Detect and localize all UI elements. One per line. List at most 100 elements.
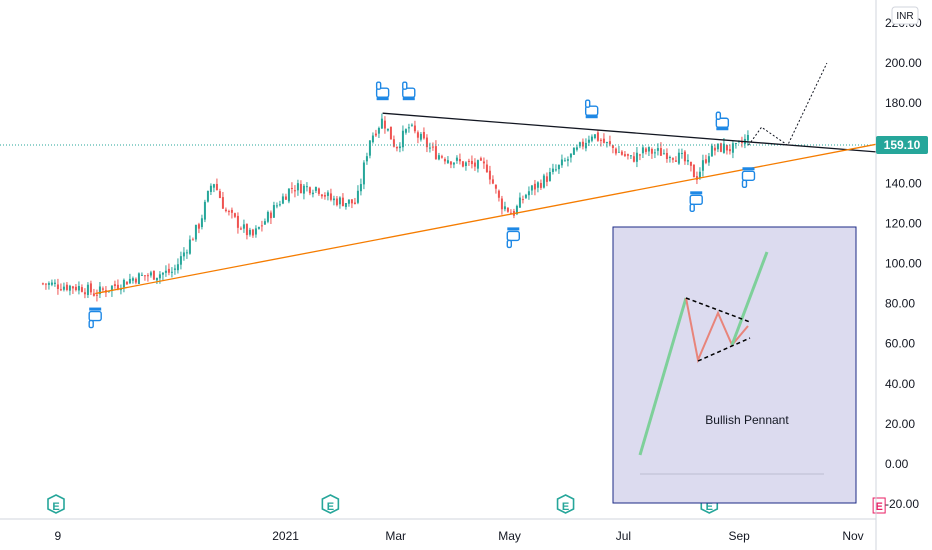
earnings-marker-icon[interactable]: E	[872, 497, 886, 514]
candle-body	[308, 187, 311, 194]
earnings-marker-icon[interactable]: E	[321, 494, 340, 514]
candle-body	[398, 146, 401, 149]
inset-lower-boundary	[697, 337, 751, 362]
candle-body	[365, 156, 368, 162]
projection-path[interactable]	[748, 62, 828, 146]
candle-body	[431, 146, 434, 148]
candle-body	[380, 118, 383, 129]
candle-body	[251, 229, 254, 236]
candle-body	[230, 209, 233, 213]
y-tick-label: 0.00	[885, 457, 909, 471]
candle-body	[167, 268, 170, 273]
candle-body	[395, 146, 398, 149]
currency-badge[interactable]: INR	[891, 6, 919, 25]
hand-down-icon[interactable]	[88, 307, 102, 329]
candle-body	[476, 160, 479, 169]
candle-body	[56, 284, 59, 289]
candle-body	[473, 162, 476, 167]
candle-body	[155, 277, 158, 281]
candle-body	[644, 148, 647, 152]
candle-body	[581, 141, 584, 147]
candle-body	[284, 196, 287, 200]
hand-down-icon[interactable]	[741, 167, 756, 188]
candle-body	[197, 224, 200, 229]
candle-body	[218, 191, 221, 199]
candle-body	[74, 286, 77, 291]
candle-body	[203, 201, 206, 220]
candle-body	[401, 130, 404, 148]
candle-body	[158, 274, 161, 279]
candle-body	[719, 143, 722, 152]
candle-body	[191, 239, 194, 241]
earnings-marker-icon[interactable]: E	[556, 494, 575, 514]
hand-down-icon[interactable]	[506, 227, 520, 249]
candle-body	[68, 285, 71, 291]
y-tick-label: 20.00	[885, 417, 915, 431]
candle-body	[194, 224, 197, 240]
candle-body	[545, 176, 548, 182]
candle-body	[713, 147, 716, 151]
candle-body	[188, 239, 191, 254]
candle-body	[674, 160, 677, 162]
candle-body	[653, 152, 656, 154]
candle-body	[443, 158, 446, 162]
candle-body	[536, 182, 539, 188]
candle-body	[209, 185, 212, 192]
candle-body	[668, 157, 671, 159]
bullish-pennant-inset: Bullish Pennant	[612, 226, 857, 504]
resistance-trendline[interactable]	[382, 112, 877, 153]
candle-body	[86, 284, 89, 295]
candle-body	[650, 148, 653, 154]
candle-body	[665, 152, 668, 159]
candle-body	[224, 209, 227, 212]
candle-body	[683, 151, 686, 162]
candle-body	[575, 147, 578, 150]
candle-body	[698, 171, 701, 179]
candle-body	[611, 145, 614, 149]
candle-body	[425, 137, 428, 148]
candle-body	[578, 142, 581, 147]
candle-body	[338, 197, 341, 205]
candle-body	[176, 264, 179, 271]
hand-up-icon[interactable]	[402, 81, 416, 101]
candle-body	[44, 283, 47, 285]
y-tick-label: 200.00	[885, 56, 922, 70]
hand-down-icon[interactable]	[689, 191, 703, 213]
hand-up-icon[interactable]	[584, 99, 599, 119]
candle-body	[266, 211, 269, 222]
earnings-marker-label: E	[327, 501, 334, 513]
inset-pennant-line	[685, 297, 749, 364]
candle-body	[527, 191, 530, 196]
hand-up-icon[interactable]	[375, 81, 390, 101]
x-tick-label: Sep	[728, 529, 750, 543]
candle-body	[509, 212, 512, 214]
candle-body	[497, 190, 500, 198]
candle-body	[392, 139, 395, 147]
candle-body	[62, 286, 65, 290]
x-tick-label: 9	[55, 529, 62, 543]
candle-body	[275, 205, 278, 207]
candle-body	[716, 143, 719, 150]
candle-body	[299, 183, 302, 194]
y-tick-label: 80.00	[885, 297, 915, 311]
candle-body	[359, 184, 362, 192]
inset-breakout-line	[730, 251, 769, 346]
candle-body	[584, 142, 587, 149]
candle-body	[485, 164, 488, 173]
candle-body	[317, 188, 320, 194]
hand-up-icon[interactable]	[715, 111, 730, 131]
candle-body	[662, 153, 665, 155]
candle-body	[59, 289, 62, 291]
candle-body	[572, 147, 575, 155]
candle-body	[278, 204, 281, 206]
inset-title: Bullish Pennant	[705, 413, 789, 427]
candle-body	[557, 164, 560, 170]
candle-body	[98, 286, 101, 295]
candle-body	[704, 159, 707, 163]
candle-body	[305, 186, 308, 188]
candle-body	[440, 156, 443, 158]
candle-body	[296, 183, 299, 191]
earnings-marker-icon[interactable]: E	[47, 494, 65, 514]
